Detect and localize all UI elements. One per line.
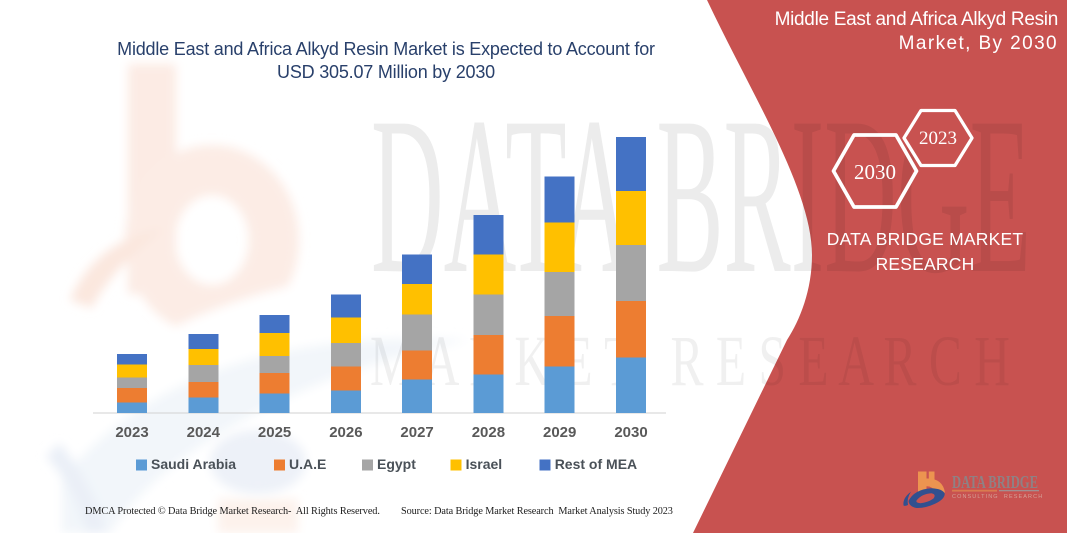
svg-text:M A R K E T R E S E A R C H: M A R K E T R E S E A R C H — [370, 321, 1010, 401]
svg-text:DATA BRIDGE: DATA BRIDGE — [371, 70, 1031, 320]
